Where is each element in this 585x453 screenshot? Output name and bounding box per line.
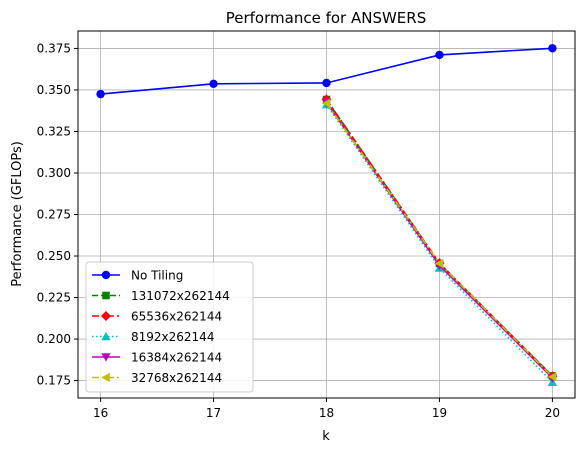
x-tick-label: 19 [432,406,447,420]
y-axis-label: Performance (GFLOPs) [10,141,25,287]
legend-label: 8192x262144 [131,330,214,344]
y-tick-label: 0.325 [37,124,71,138]
legend-label: No Tiling [131,269,183,283]
legend-box [85,261,254,393]
x-tick-label: 16 [93,406,108,420]
legend-item: 32768x262144 [92,371,222,385]
data-point [96,89,105,99]
legend-marker [100,310,112,322]
legend-item: 131072x262144 [92,289,230,303]
y-tick-label: 0.250 [37,249,71,263]
y-tick-label: 0.275 [37,208,71,222]
y-tick-label: 0.225 [37,291,71,305]
legend-marker [101,372,110,383]
y-tick-label: 0.375 [37,41,71,55]
series-group [96,44,557,99]
y-tick-label: 0.300 [37,166,71,180]
legend-marker [102,291,110,300]
legend-label: 65536x262144 [131,310,222,324]
legend-label: 16384x262144 [131,351,222,365]
y-tick-label: 0.175 [37,374,71,388]
legend-item: 8192x262144 [92,330,214,344]
legend-marker [101,353,111,362]
data-point [435,50,444,60]
y-tick-label: 0.200 [37,332,71,346]
legend-item: 16384x262144 [92,351,222,365]
legend: No Tiling 131072x262144 65536x262144 8192x2… [85,261,254,393]
series-layer [96,44,558,387]
legend-marker [101,270,111,280]
y-tick-label: 0.350 [37,83,71,97]
data-point [548,44,557,53]
chart-title: Performance for ANSWERS [226,9,426,27]
data-point [322,78,331,88]
x-tick-label: 18 [319,406,334,420]
legend-label: 32768x262144 [131,371,222,385]
data-point [321,98,331,108]
x-tick-label: 17 [206,406,221,420]
legend-item: 65536x262144 [92,310,222,324]
axes: 16 17 18 19 20 0.175 0.200 0.225 0.250 0.275 0.300… [37,41,560,420]
data-point [209,79,218,89]
legend-marker [101,331,111,341]
data-point [547,372,557,382]
x-axis-label: k [322,429,330,444]
legend-item: No Tiling [92,269,183,283]
x-tick-label: 20 [545,406,560,420]
legend-label: 131072x262144 [131,289,230,303]
series-group [321,98,557,382]
data-point [434,258,444,269]
